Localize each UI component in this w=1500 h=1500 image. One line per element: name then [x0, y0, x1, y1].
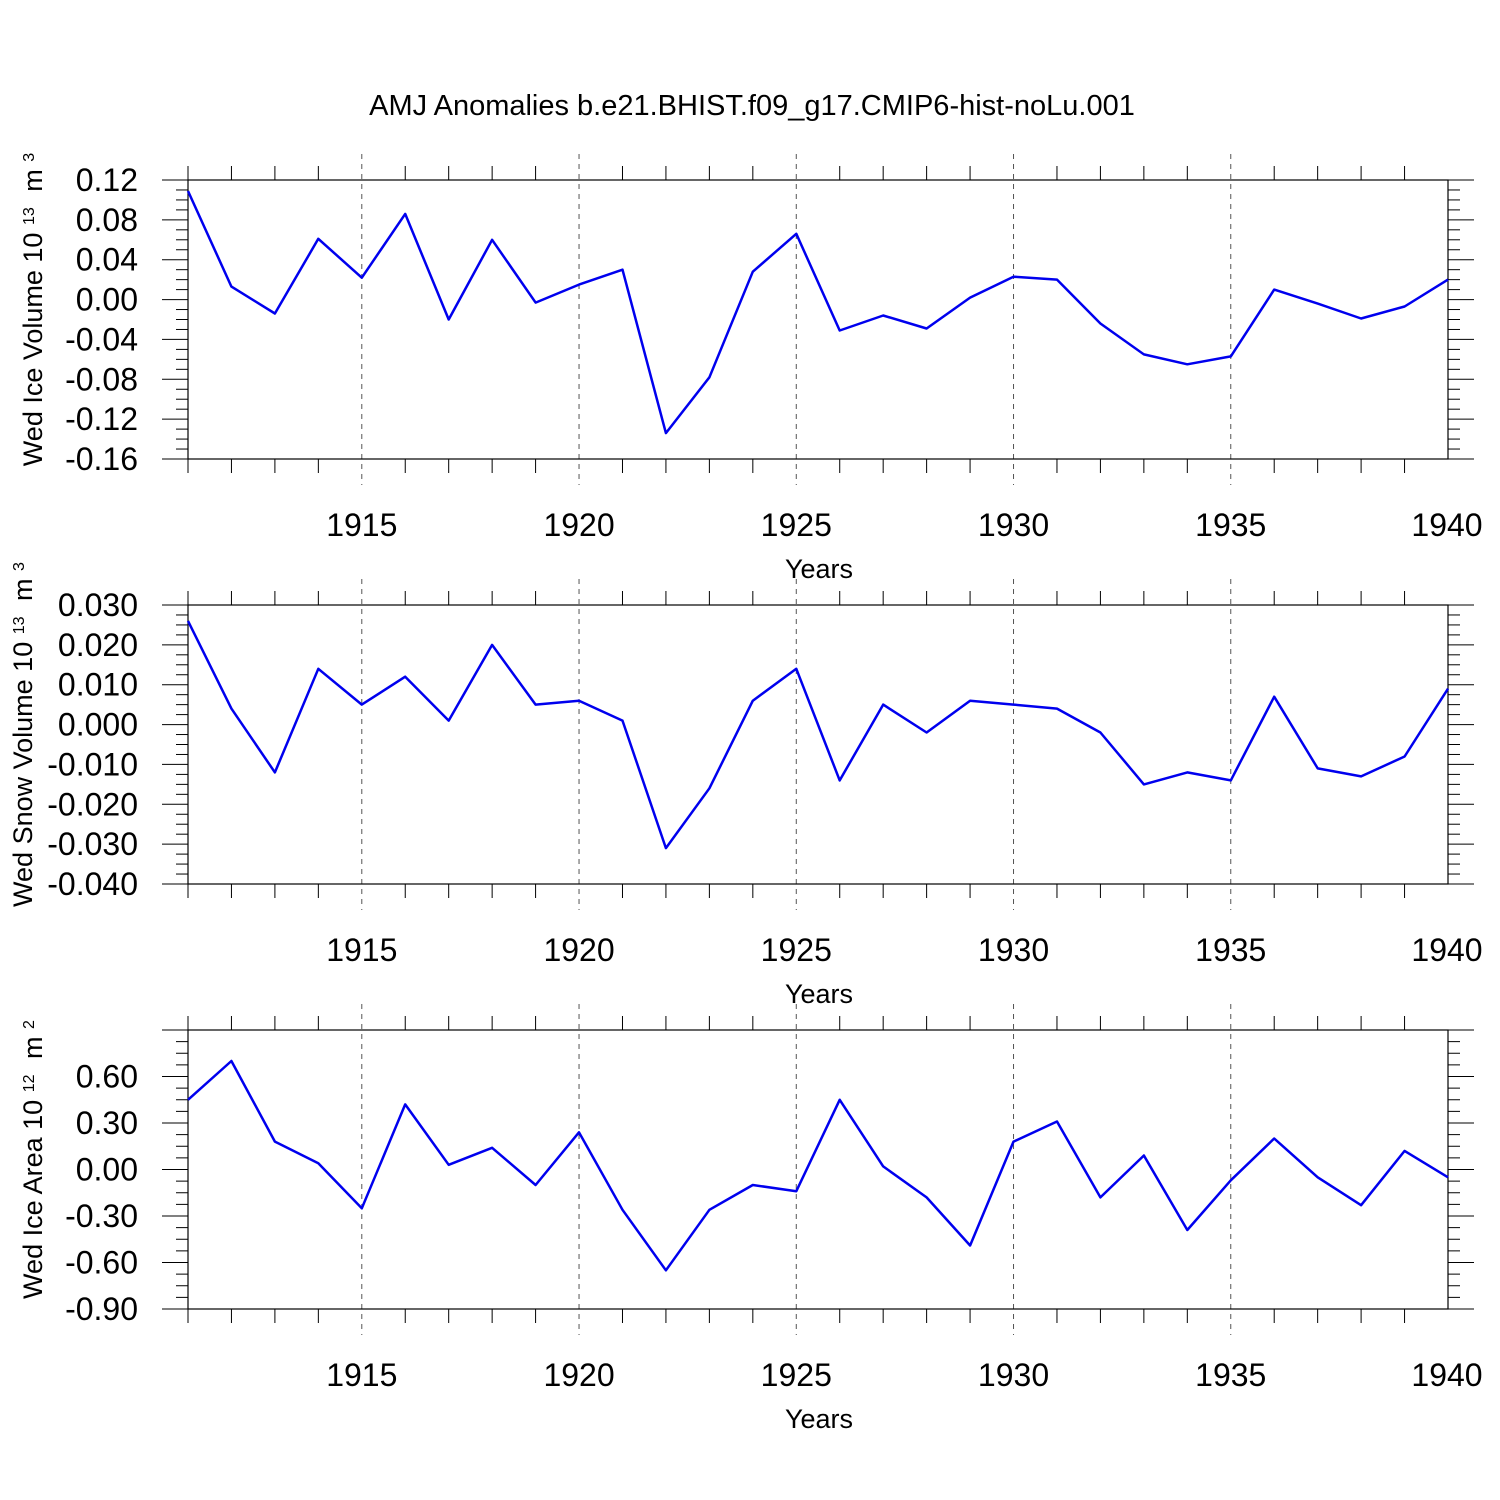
series-line [186, 190, 1449, 435]
x-tick-label: 1925 [761, 507, 832, 543]
ylabel-exponent: 13 [11, 616, 28, 634]
y-tick-label: -0.040 [47, 866, 138, 902]
x-tick-label: 1925 [761, 1357, 832, 1393]
x-tick-label: 1935 [1195, 507, 1266, 543]
y-tick-label: 0.000 [58, 707, 138, 743]
x-tick-label: 1915 [326, 932, 397, 968]
panel-snow-volume: 0.030 0.020 0.010 0.000-0.010 -0.020 -0.030 -0… [8, 562, 1483, 1009]
y-tick-label: 0.12 [76, 162, 138, 198]
y-tick-label: 0.08 [76, 202, 138, 238]
y-tick-label: 0.020 [58, 627, 138, 663]
ylabel-unit-exponent: 2 [21, 1020, 38, 1029]
y-tick-label: 0.00 [76, 1152, 138, 1188]
svg-text:Wed Ice Area 10 12: Wed Ice Area 10 12 m 2 [18, 1020, 48, 1299]
ylabel-unit: m [18, 1036, 48, 1059]
ylabel-main: Wed Ice Area 10 [18, 1100, 48, 1299]
x-tick-label: 1930 [978, 1357, 1049, 1393]
chart-title: AMJ Anomalies b.e21.BHIST.f09_g17.CMIP6-… [369, 90, 1135, 122]
x-tick-label: 1920 [543, 507, 614, 543]
ylabel-exponent: 12 [21, 1074, 38, 1092]
ylabel-ice-area: Wed Ice Area 10 12 m 2 [18, 1020, 48, 1299]
y-tick-label: -0.16 [65, 441, 138, 477]
xlabel-snow-volume: Years [785, 979, 853, 1009]
x-tick-label: 1920 [543, 932, 614, 968]
y-tick-label: 0.010 [58, 667, 138, 703]
y-tick-label: -0.04 [65, 321, 138, 357]
ylabel-main: Wed Snow Volume 10 [8, 642, 38, 907]
panel-ice-area: 0.60 0.30 0.00 -0.30 -0.60 -0.90 1915 1920 1925 1… [18, 1004, 1483, 1434]
y-tick-label: 0.030 [58, 587, 138, 623]
x-tick-label: 1925 [761, 932, 832, 968]
ylabel-main: Wed Ice Volume 10 [18, 233, 48, 467]
ylabel-unit-exponent: 3 [11, 562, 28, 571]
x-tick-label: 1940 [1411, 507, 1482, 543]
y-tick-label: -0.08 [65, 361, 138, 397]
x-tick-label: 1915 [326, 1357, 397, 1393]
y-tick-label: -0.30 [65, 1198, 138, 1234]
plot-frame [187, 179, 1449, 460]
x-tick-label: 1935 [1195, 932, 1266, 968]
svg-text:Wed Snow Volume 10 13: Wed Snow Volume 10 13 m 3 [8, 562, 38, 907]
panel-ice-volume: 0.12 0.08 0.04 0.00-0.04 -0.08 -0.12 -0.16 1915… [18, 153, 1483, 584]
y-tick-label: 0.60 [76, 1059, 138, 1095]
x-tick-label: 1930 [978, 507, 1049, 543]
y-tick-label: 0.04 [76, 242, 138, 278]
xlabel-ice-volume: Years [785, 554, 853, 584]
ylabel-snow-volume: Wed Snow Volume 10 13 m 3 [8, 562, 38, 907]
ylabel-unit-exponent: 3 [21, 153, 38, 162]
xlabel-ice-area: Years [785, 1404, 853, 1434]
y-tick-label: -0.90 [65, 1291, 138, 1327]
y-tick-label: -0.020 [47, 786, 138, 822]
y-tick-label: 0.30 [76, 1105, 138, 1141]
x-tick-label: 1920 [543, 1357, 614, 1393]
x-tick-label: 1915 [326, 507, 397, 543]
x-tick-label: 1935 [1195, 1357, 1266, 1393]
ylabel-unit: m [8, 578, 38, 601]
ylabel-ice-volume: Wed Ice Volume 10 13 m 3 [18, 153, 48, 466]
series-line [187, 1059, 1449, 1272]
svg-text:Wed Ice Volume 10 13: Wed Ice Volume 10 13 m 3 [18, 153, 48, 466]
y-tick-label: 0.00 [76, 282, 138, 318]
x-tick-label: 1940 [1411, 932, 1482, 968]
x-tick-label: 1940 [1411, 1357, 1482, 1393]
ylabel-exponent: 13 [21, 207, 38, 225]
y-tick-label: -0.12 [65, 401, 138, 437]
series-line [186, 620, 1450, 850]
y-tick-label: -0.030 [47, 826, 138, 862]
ylabel-unit: m [18, 169, 48, 192]
x-tick-label: 1930 [978, 932, 1049, 968]
plot-frame [187, 604, 1449, 885]
y-tick-label: -0.60 [65, 1245, 138, 1281]
y-tick-label: -0.010 [47, 746, 138, 782]
